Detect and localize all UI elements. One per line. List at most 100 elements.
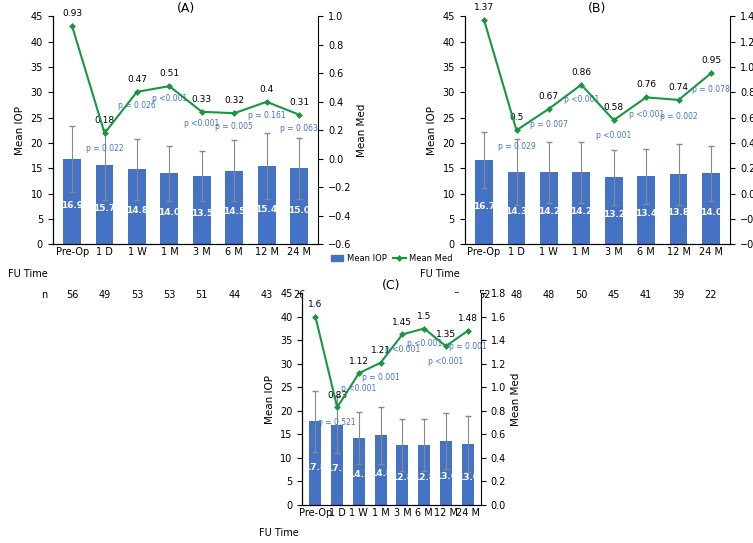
Text: 0.33: 0.33	[192, 95, 212, 104]
Text: 16.7: 16.7	[473, 202, 495, 211]
Text: 0.86: 0.86	[572, 68, 591, 77]
Text: p <0.001: p <0.001	[385, 345, 420, 354]
Title: (B): (B)	[588, 2, 607, 15]
Text: p <0.001: p <0.001	[596, 130, 631, 140]
Text: 44: 44	[228, 289, 240, 300]
Text: p = 0.063: p = 0.063	[280, 124, 318, 132]
Text: p = 0.161: p = 0.161	[248, 111, 285, 120]
Text: 53: 53	[163, 289, 175, 300]
Text: 16.9: 16.9	[61, 201, 84, 210]
Text: 53: 53	[131, 289, 143, 300]
Text: p = 0.002: p = 0.002	[660, 111, 697, 121]
Bar	[225, 171, 243, 244]
Text: 48: 48	[543, 289, 555, 300]
Bar	[258, 166, 276, 244]
Bar	[396, 445, 408, 505]
Text: 13.8: 13.8	[667, 209, 690, 217]
Bar	[637, 176, 655, 244]
Bar	[440, 441, 452, 505]
Y-axis label: Mean IOP: Mean IOP	[15, 106, 25, 155]
Text: 41: 41	[640, 289, 652, 300]
Text: p = 0.001: p = 0.001	[449, 342, 486, 351]
Text: 1.35: 1.35	[436, 330, 456, 339]
Text: 13.2: 13.2	[602, 210, 625, 219]
Bar	[331, 425, 343, 505]
Text: p = 0.022: p = 0.022	[86, 144, 123, 153]
Text: FU Time: FU Time	[8, 269, 48, 279]
Text: FU Time: FU Time	[420, 269, 460, 279]
Bar	[418, 445, 430, 505]
Bar	[669, 174, 687, 244]
Text: 14.3: 14.3	[505, 207, 528, 216]
Bar	[160, 173, 178, 244]
Text: p = 0.001: p = 0.001	[361, 374, 400, 382]
Text: p = 0.521: p = 0.521	[319, 418, 356, 427]
Y-axis label: Mean IOP: Mean IOP	[264, 375, 275, 424]
Bar	[605, 178, 623, 244]
Text: 13.0: 13.0	[456, 473, 479, 482]
Legend: Mean IOP, Mean Med: Mean IOP, Mean Med	[328, 251, 456, 267]
Text: 14.8: 14.8	[126, 206, 148, 215]
Text: p = 0.029: p = 0.029	[498, 142, 535, 151]
Text: 0.83: 0.83	[327, 391, 347, 400]
Text: 0.51: 0.51	[160, 69, 179, 78]
Text: p <0.001: p <0.001	[428, 357, 464, 366]
Text: 0.31: 0.31	[289, 98, 309, 106]
Bar	[508, 172, 526, 244]
Text: 45: 45	[608, 289, 620, 300]
Bar	[128, 169, 146, 244]
Text: 0.74: 0.74	[669, 83, 688, 92]
Text: 15.0: 15.0	[288, 206, 310, 214]
Bar	[96, 165, 114, 244]
Text: 15.7: 15.7	[93, 204, 116, 213]
Text: 0.67: 0.67	[539, 92, 559, 101]
Bar	[462, 444, 474, 505]
Text: 12.8: 12.8	[392, 473, 413, 482]
Text: p = 0.007: p = 0.007	[530, 121, 568, 129]
Text: p <0.001: p <0.001	[341, 384, 376, 393]
Text: 14.2: 14.2	[348, 470, 370, 479]
Text: p = 0.026: p = 0.026	[118, 101, 156, 110]
Bar	[572, 172, 590, 244]
Text: 14.8: 14.8	[370, 469, 392, 478]
Text: 13.5: 13.5	[191, 209, 213, 218]
Text: 17.1: 17.1	[326, 464, 349, 473]
Text: p <0.001: p <0.001	[152, 94, 187, 103]
Text: 0.5: 0.5	[509, 113, 523, 122]
Y-axis label: Mean Med: Mean Med	[511, 372, 521, 426]
Text: 14.0: 14.0	[158, 208, 181, 217]
Text: 1.5: 1.5	[417, 312, 431, 321]
Y-axis label: Mean IOP: Mean IOP	[427, 106, 437, 155]
Bar	[375, 435, 387, 505]
Text: 14.0: 14.0	[700, 208, 722, 217]
Text: 1.21: 1.21	[370, 346, 391, 355]
Text: p <0.001: p <0.001	[407, 339, 442, 349]
Text: p <0.001: p <0.001	[184, 119, 219, 129]
Text: 1.37: 1.37	[474, 3, 494, 12]
Text: p <0.001: p <0.001	[564, 95, 599, 104]
Text: 13.6: 13.6	[435, 472, 457, 481]
Text: 1.6: 1.6	[308, 300, 322, 310]
Text: 0.58: 0.58	[604, 103, 623, 112]
Text: FU Time: FU Time	[259, 527, 299, 538]
Text: 26: 26	[293, 289, 305, 300]
Bar	[353, 438, 365, 505]
Text: 14.5: 14.5	[223, 207, 245, 216]
Text: n: n	[453, 289, 460, 300]
Text: 52: 52	[478, 289, 490, 300]
Bar	[540, 172, 558, 244]
Y-axis label: Mean Med: Mean Med	[357, 104, 367, 157]
Text: 43: 43	[261, 289, 273, 300]
Text: 12.8: 12.8	[413, 473, 435, 482]
Bar	[193, 176, 211, 244]
Text: 48: 48	[511, 289, 523, 300]
Bar	[702, 173, 720, 244]
Text: 56: 56	[66, 289, 78, 300]
Text: p = 0.078: p = 0.078	[692, 85, 730, 94]
Text: 1.12: 1.12	[349, 357, 369, 366]
Text: 13.4: 13.4	[635, 209, 657, 218]
Text: 50: 50	[575, 289, 587, 300]
Text: 0.93: 0.93	[62, 9, 82, 18]
Text: 0.4: 0.4	[260, 85, 274, 94]
Bar	[290, 168, 308, 244]
